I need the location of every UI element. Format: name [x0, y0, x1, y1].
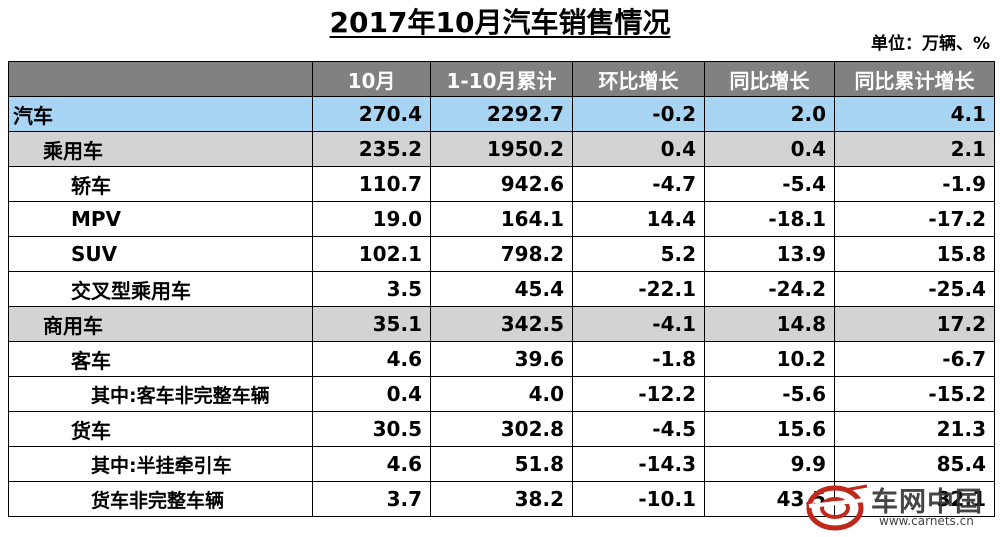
cell-oct: 3.7: [312, 481, 431, 517]
cell-ytd: 302.8: [430, 411, 573, 447]
table-row: 乘用车 235.2 1950.2 0.4 0.4 2.1: [8, 131, 995, 167]
row-name: 乘用车: [8, 131, 313, 167]
table-row: 货车 30.5 302.8 -4.5 15.6 21.3: [8, 411, 995, 447]
row-name: 客车: [8, 341, 313, 377]
cell-mom: -12.2: [572, 376, 705, 412]
sales-table: 10月 1-10月累计 环比增长 同比增长 同比累计增长 汽车 270.4 22…: [8, 61, 995, 517]
cell-oct: 30.5: [312, 411, 431, 447]
header-october: 10月: [312, 61, 431, 97]
cell-yoy: -5.6: [704, 376, 835, 412]
row-name: 货车: [8, 411, 313, 447]
cell-oct: 102.1: [312, 236, 431, 272]
cell-oct: 3.5: [312, 271, 431, 307]
cell-ytd: 798.2: [430, 236, 573, 272]
cell-ytd: 4.0: [430, 376, 573, 412]
cell-mom: 14.4: [572, 201, 705, 237]
table-row: 商用车 35.1 342.5 -4.1 14.8 17.2: [8, 306, 995, 342]
page-title: 2017年10月汽车销售情况: [329, 6, 671, 39]
cell-ytd-yoy: -25.4: [834, 271, 995, 307]
cell-ytd: 2292.7: [430, 96, 573, 132]
row-name: 其中:客车非完整车辆: [8, 376, 313, 412]
cell-ytd: 1950.2: [430, 131, 573, 167]
row-name: 汽车: [8, 96, 313, 132]
cell-ytd-yoy: 85.4: [834, 446, 995, 482]
row-name: 轿车: [8, 166, 313, 202]
cell-ytd: 39.6: [430, 341, 573, 377]
car-logo-icon: [806, 484, 868, 531]
cell-yoy: -24.2: [704, 271, 835, 307]
cell-oct: 35.1: [312, 306, 431, 342]
cell-ytd-yoy: 21.3: [834, 411, 995, 447]
cell-ytd: 942.6: [430, 166, 573, 202]
cell-ytd-yoy: 4.1: [834, 96, 995, 132]
table-row: MPV 19.0 164.1 14.4 -18.1 -17.2: [8, 201, 995, 237]
watermark-url: www.carnets.cn: [879, 514, 974, 528]
cell-mom: -14.3: [572, 446, 705, 482]
table-row: 汽车 270.4 2292.7 -0.2 2.0 4.1: [8, 96, 995, 132]
cell-mom: -4.5: [572, 411, 705, 447]
cell-mom: 0.4: [572, 131, 705, 167]
header-mom-growth: 环比增长: [572, 61, 705, 97]
cell-mom: -1.8: [572, 341, 705, 377]
cell-yoy: -5.4: [704, 166, 835, 202]
row-name: 交叉型乘用车: [8, 271, 313, 307]
row-name: 货车非完整车辆: [8, 481, 313, 517]
cell-ytd-yoy: -6.7: [834, 341, 995, 377]
cell-ytd: 38.2: [430, 481, 573, 517]
table-row: SUV 102.1 798.2 5.2 13.9 15.8: [8, 236, 995, 272]
unit-label: 单位：万辆、%: [870, 34, 990, 54]
cell-oct: 4.6: [312, 446, 431, 482]
cell-oct: 110.7: [312, 166, 431, 202]
cell-ytd-yoy: 2.1: [834, 131, 995, 167]
header-ytd-yoy-growth: 同比累计增长: [834, 61, 995, 97]
cell-yoy: 14.8: [704, 306, 835, 342]
row-name: 其中:半挂牵引车: [8, 446, 313, 482]
cell-mom: -4.1: [572, 306, 705, 342]
table-row: 轿车 110.7 942.6 -4.7 -5.4 -1.9: [8, 166, 995, 202]
cell-yoy: 2.0: [704, 96, 835, 132]
cell-mom: 5.2: [572, 236, 705, 272]
row-name: 商用车: [8, 306, 313, 342]
cell-yoy: 0.4: [704, 131, 835, 167]
cell-oct: 0.4: [312, 376, 431, 412]
table-row: 其中:半挂牵引车 4.6 51.8 -14.3 9.9 85.4: [8, 446, 995, 482]
cell-yoy: 13.9: [704, 236, 835, 272]
header-yoy-growth: 同比增长: [704, 61, 835, 97]
cell-yoy: 9.9: [704, 446, 835, 482]
header-ytd: 1-10月累计: [430, 61, 573, 97]
cell-oct: 19.0: [312, 201, 431, 237]
watermark-text: 车网中国: [871, 487, 983, 518]
cell-ytd-yoy: -15.2: [834, 376, 995, 412]
cell-ytd-yoy: -1.9: [834, 166, 995, 202]
cell-ytd-yoy: -17.2: [834, 201, 995, 237]
table-row: 交叉型乘用车 3.5 45.4 -22.1 -24.2 -25.4: [8, 271, 995, 307]
cell-yoy: 10.2: [704, 341, 835, 377]
row-name: SUV: [8, 236, 313, 272]
cell-mom: -10.1: [572, 481, 705, 517]
cell-oct: 235.2: [312, 131, 431, 167]
header-category: [8, 61, 313, 97]
cell-ytd-yoy: 15.8: [834, 236, 995, 272]
watermark: 车网中国 www.carnets.cn: [805, 478, 995, 534]
table-row: 其中:客车非完整车辆 0.4 4.0 -12.2 -5.6 -15.2: [8, 376, 995, 412]
cell-oct: 270.4: [312, 96, 431, 132]
cell-ytd-yoy: 17.2: [834, 306, 995, 342]
cell-mom: -4.7: [572, 166, 705, 202]
table-header-row: 10月 1-10月累计 环比增长 同比增长 同比累计增长: [8, 61, 995, 97]
cell-mom: -22.1: [572, 271, 705, 307]
cell-oct: 4.6: [312, 341, 431, 377]
cell-mom: -0.2: [572, 96, 705, 132]
row-name: MPV: [8, 201, 313, 237]
table-row: 客车 4.6 39.6 -1.8 10.2 -6.7: [8, 341, 995, 377]
cell-ytd: 342.5: [430, 306, 573, 342]
cell-ytd: 51.8: [430, 446, 573, 482]
cell-yoy: -18.1: [704, 201, 835, 237]
cell-ytd: 164.1: [430, 201, 573, 237]
cell-yoy: 15.6: [704, 411, 835, 447]
cell-ytd: 45.4: [430, 271, 573, 307]
